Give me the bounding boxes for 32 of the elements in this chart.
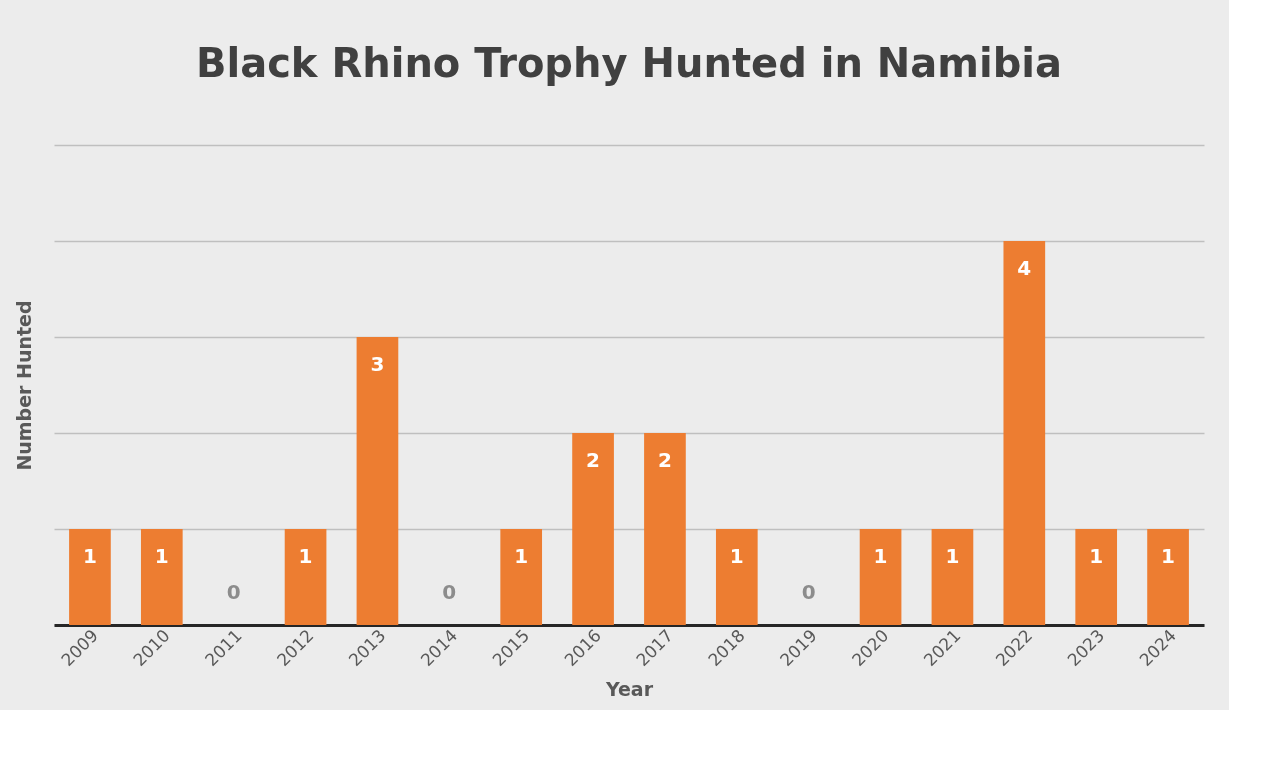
bar — [1147, 529, 1189, 625]
data-label: 1 — [514, 544, 529, 568]
bar — [644, 433, 686, 625]
data-label: 1 — [1089, 544, 1104, 568]
data-label: 1 — [298, 544, 313, 568]
data-label: 0 — [442, 580, 457, 604]
data-label: 3 — [370, 352, 385, 376]
data-label: 1 — [82, 544, 97, 568]
data-label: 2 — [586, 448, 601, 472]
x-axis-title: Year — [604, 678, 654, 701]
bar — [500, 529, 543, 625]
bar — [356, 337, 399, 625]
data-label: 1 — [729, 544, 744, 568]
bar — [284, 529, 327, 625]
bar — [931, 529, 974, 625]
data-label: 1 — [945, 544, 960, 568]
y-axis-title: Number Hunted — [12, 300, 35, 471]
bar — [572, 433, 614, 625]
data-label: 1 — [1161, 544, 1176, 568]
data-label: 4 — [1017, 256, 1032, 280]
data-label: 0 — [801, 580, 816, 604]
data-label: 1 — [873, 544, 888, 568]
bar — [1075, 529, 1118, 625]
bar — [1003, 241, 1046, 625]
bar — [715, 529, 758, 625]
bar — [140, 529, 183, 625]
bar — [859, 529, 902, 625]
data-label: 1 — [154, 544, 169, 568]
chart-title: Black Rhino Trophy Hunted in Namibia — [195, 40, 1063, 86]
data-label: 2 — [657, 448, 672, 472]
data-label: 0 — [226, 580, 241, 604]
bar — [69, 529, 111, 625]
